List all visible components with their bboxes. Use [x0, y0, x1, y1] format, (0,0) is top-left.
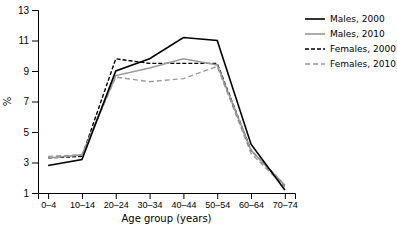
x-tick-label: 50–54 — [205, 200, 230, 210]
x-tick-label: 60–64 — [239, 200, 264, 210]
x-tick-label: 70–74 — [273, 200, 298, 210]
legend-label: Males, 2000 — [330, 14, 385, 24]
legend-label: Males, 2010 — [330, 29, 385, 39]
y-tick-label: 9 — [23, 66, 29, 77]
y-tick: 7 — [23, 96, 38, 107]
x-tick-label: 30–34 — [138, 200, 163, 210]
x-tick-mark — [251, 193, 252, 199]
x-tick-mark — [285, 193, 286, 199]
x-tick: 30–34 — [138, 193, 163, 210]
plot: 0–410–1420–2430–3440–4450–5460–6470–7413… — [18, 5, 298, 211]
legend-swatch — [305, 18, 325, 20]
series-line — [48, 37, 285, 190]
y-tick: 9 — [23, 66, 38, 77]
legend-label: Females, 2000 — [330, 44, 396, 54]
y-tick: 13 — [18, 5, 38, 16]
x-tick-mark — [183, 193, 184, 199]
legend-label: Females, 2010 — [330, 59, 396, 69]
y-tick-mark — [32, 163, 38, 164]
x-tick-mark — [48, 193, 49, 199]
x-tick: 20–24 — [104, 193, 129, 210]
legend-item: Males, 2010 — [305, 29, 385, 39]
x-tick: 0–4 — [41, 193, 56, 210]
y-axis: 135791113 — [18, 5, 39, 199]
y-tick-label: 11 — [19, 35, 30, 46]
legend-swatch — [305, 63, 325, 64]
series-line — [48, 66, 285, 186]
y-tick-label: 13 — [18, 5, 30, 16]
x-tick: 70–74 — [273, 193, 298, 210]
x-tick-label: 10–14 — [70, 200, 95, 210]
x-tick-label: 40–44 — [171, 200, 196, 210]
y-tick-mark — [32, 41, 38, 42]
y-tick: 11 — [19, 35, 38, 46]
y-tick-label: 3 — [23, 157, 29, 168]
y-tick-label: 5 — [23, 127, 29, 138]
x-tick: 40–44 — [171, 193, 196, 210]
x-axis: 0–4 10–14 20–24 30–34 40–44 50–54 60–64 70–74 — [39, 193, 298, 210]
x-tick: 50–54 — [205, 193, 230, 210]
y-tick-label: 7 — [23, 96, 29, 107]
lines — [48, 37, 285, 190]
x-tick-mark — [82, 193, 83, 199]
y-tick: 5 — [23, 127, 38, 138]
x-tick-label: 20–24 — [104, 200, 129, 210]
y-tick-mark — [32, 132, 38, 133]
y-axis-line — [32, 11, 39, 194]
series-line — [48, 59, 285, 186]
y-tick-mark — [32, 71, 38, 72]
y-tick-mark — [32, 102, 38, 103]
x-tick-label: 0–4 — [41, 200, 56, 210]
legend-item: Females, 2000 — [305, 44, 396, 54]
chart: 0–410–1420–2430–3440–4450–5460–6470–7413… — [0, 0, 397, 227]
x-tick: 60–64 — [239, 193, 264, 210]
y-tick-label: 1 — [23, 188, 29, 199]
x-tick-mark — [116, 193, 117, 199]
series-line — [48, 59, 285, 186]
y-tick-mark — [32, 193, 38, 194]
y-tick-mark — [32, 10, 38, 11]
y-axis-title: % — [2, 97, 13, 107]
x-axis-line — [39, 194, 296, 200]
y-tick: 3 — [23, 157, 38, 168]
legend-swatch — [305, 33, 325, 35]
legend-swatch — [305, 48, 325, 49]
legend: Males, 2000 Males, 2010 Females, 2000 Femal… — [305, 14, 396, 69]
legend-item: Males, 2000 — [305, 14, 385, 24]
legend-item: Females, 2010 — [305, 59, 396, 69]
y-tick: 1 — [23, 188, 38, 199]
x-axis-title: Age group (years) — [121, 213, 211, 224]
x-tick-mark — [150, 193, 151, 199]
x-tick-mark — [217, 193, 218, 199]
x-tick: 10–14 — [70, 193, 95, 210]
